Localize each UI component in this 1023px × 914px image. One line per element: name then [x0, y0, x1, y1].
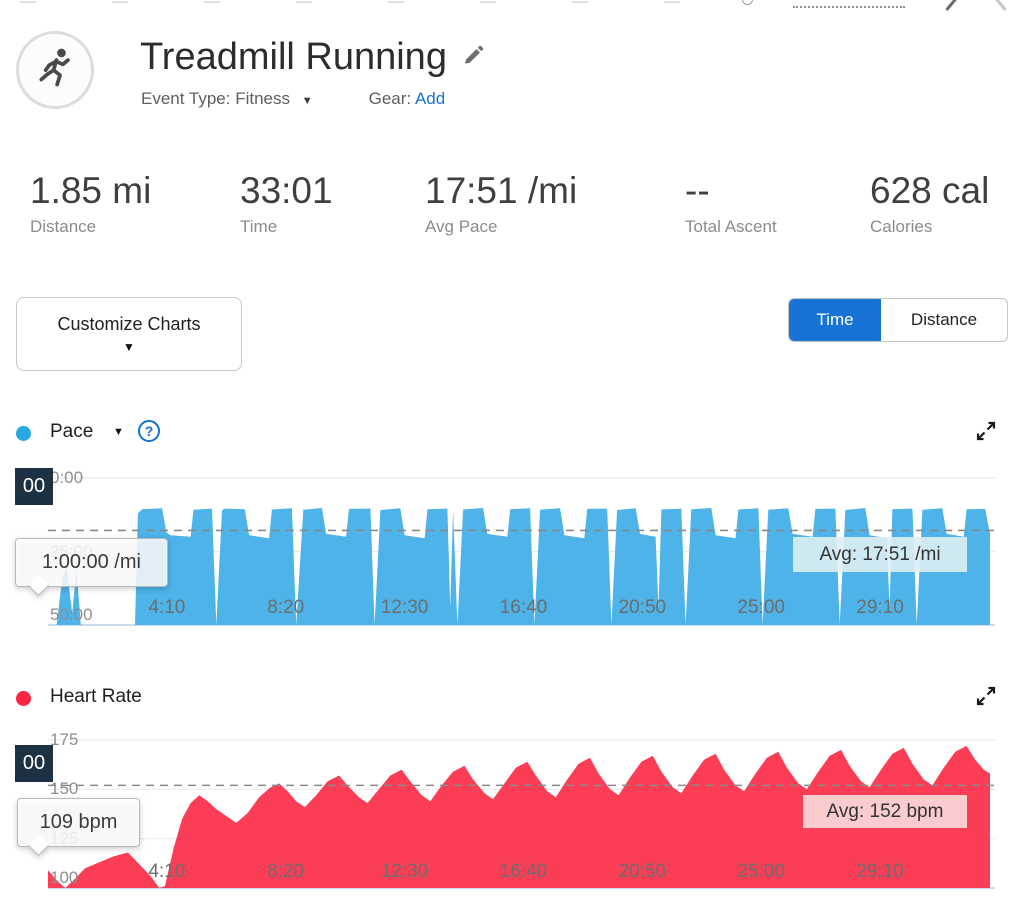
stat-value: 33:01	[240, 170, 333, 211]
pace-area-chart	[48, 477, 995, 626]
toggle-option-time[interactable]: Time	[789, 299, 881, 341]
heart-rate-x-axis: 4:10 8:20 12:30 16:40 20:50 25:00 29:10	[0, 861, 1023, 885]
heart-rate-average-label: Avg: 152 bpm	[803, 795, 967, 828]
y-tick-label: 100	[50, 868, 79, 887]
stat-label: Time	[240, 217, 278, 236]
x-tick-label: 25:00	[737, 597, 785, 618]
clipped-icon-fragment	[742, 0, 753, 5]
gear-add-link[interactable]: Add	[414, 89, 446, 108]
event-type-label: Event Type:	[141, 89, 231, 108]
time-distance-toggle: Time Distance	[788, 298, 1008, 342]
heart-rate-chart[interactable]: 175150125100 4:108:2012:3016:4020:5025:0…	[0, 725, 1023, 905]
stat-avg-pace: 17:51 /mi Avg Pace	[425, 170, 577, 237]
stat-value: 628 cal	[870, 170, 990, 211]
pace-chart-header: Pace ▼	[0, 418, 1023, 450]
customize-charts-button[interactable]: Customize Charts ▼	[16, 297, 242, 371]
clipped-dotted-underline	[793, 0, 905, 8]
pace-axis-badge: 00	[15, 468, 53, 505]
gear-label: Gear:	[368, 89, 412, 108]
chevron-down-icon: ▼	[301, 95, 313, 107]
heart-rate-tooltip: 109 bpm	[17, 798, 140, 857]
pace-series-area	[48, 508, 990, 625]
x-tick-label: 20:50	[618, 861, 667, 882]
x-tick-label: 29:10	[856, 861, 904, 882]
pace-dropdown-caret-icon[interactable]: ▼	[113, 426, 124, 438]
stat-label: Calories	[870, 217, 933, 236]
y-tick-label: 150	[50, 779, 79, 799]
x-tick-label: 12:30	[380, 597, 429, 618]
heart-rate-chart-header: Heart Rate	[0, 683, 1023, 715]
heart-rate-chart-title: Heart Rate	[50, 686, 142, 707]
runner-icon	[32, 45, 78, 96]
pace-chart[interactable]: 0:00 25:00 50:00 4:10 8:20 12:30 16:40 20:50 25…	[0, 455, 1023, 637]
stat-label: Avg Pace	[425, 217, 498, 236]
x-tick-label: 8:20	[267, 597, 305, 618]
stat-distance: 1.85 mi Distance	[30, 170, 151, 237]
prev-activity-chevron[interactable]	[945, 0, 958, 12]
customize-charts-label: Customize Charts	[57, 314, 201, 334]
help-icon[interactable]	[138, 420, 160, 442]
chevron-down-icon: ▼	[123, 340, 135, 354]
pace-average-label: Avg: 17:51 /mi	[793, 537, 967, 572]
heart_rate-series-area	[48, 745, 990, 888]
toggle-option-distance[interactable]: Distance	[910, 310, 978, 329]
event-type-value: Fitness	[235, 89, 290, 108]
x-tick-label: 25:00	[737, 861, 785, 882]
stat-label: Total Ascent	[685, 217, 777, 236]
pace-x-axis: 4:10 8:20 12:30 16:40 20:50 25:00 29:10	[0, 597, 1023, 621]
stat-calories: 628 cal Calories	[870, 170, 989, 237]
heart-rate-axis-badge: 00	[15, 745, 53, 782]
pace-legend-dot	[16, 426, 31, 441]
stat-value: --	[685, 170, 710, 211]
stat-value: 17:51 /mi	[425, 170, 578, 211]
pace-chart-title: Pace	[50, 421, 94, 442]
pace-tooltip: 1:00:00 /mi	[15, 538, 168, 597]
y-tick-label: 50:00	[50, 605, 93, 624]
x-tick-label: 12:30	[380, 861, 429, 882]
clipped-header-remnants	[20, 1, 720, 3]
x-tick-label: 16:40	[499, 597, 548, 618]
y-tick-label: 0:00	[50, 468, 84, 487]
activity-type-badge	[16, 31, 94, 109]
heart-rate-legend-dot	[16, 691, 31, 706]
heart-rate-area-chart	[48, 739, 995, 889]
expand-icon[interactable]	[975, 685, 997, 712]
stat-label: Distance	[30, 217, 97, 236]
x-tick-label: 29:10	[856, 597, 904, 618]
x-tick-label: 20:50	[618, 597, 667, 618]
x-tick-label: 4:10	[148, 597, 186, 618]
next-activity-chevron[interactable]	[994, 0, 1007, 12]
x-tick-label: 4:10	[148, 861, 186, 882]
expand-icon[interactable]	[975, 420, 997, 447]
page-title: Treadmill Running	[140, 36, 447, 78]
event-type-dropdown[interactable]: Event Type: Fitness ▼	[141, 89, 313, 109]
edit-title-pencil-icon[interactable]	[461, 44, 485, 73]
y-tick-label: 175	[50, 730, 79, 749]
x-tick-label: 16:40	[499, 861, 548, 882]
stat-total-ascent: -- Total Ascent	[685, 170, 777, 237]
stat-time: 33:01 Time	[240, 170, 333, 237]
stat-value: 1.85 mi	[30, 170, 152, 211]
x-tick-label: 8:20	[267, 861, 305, 882]
